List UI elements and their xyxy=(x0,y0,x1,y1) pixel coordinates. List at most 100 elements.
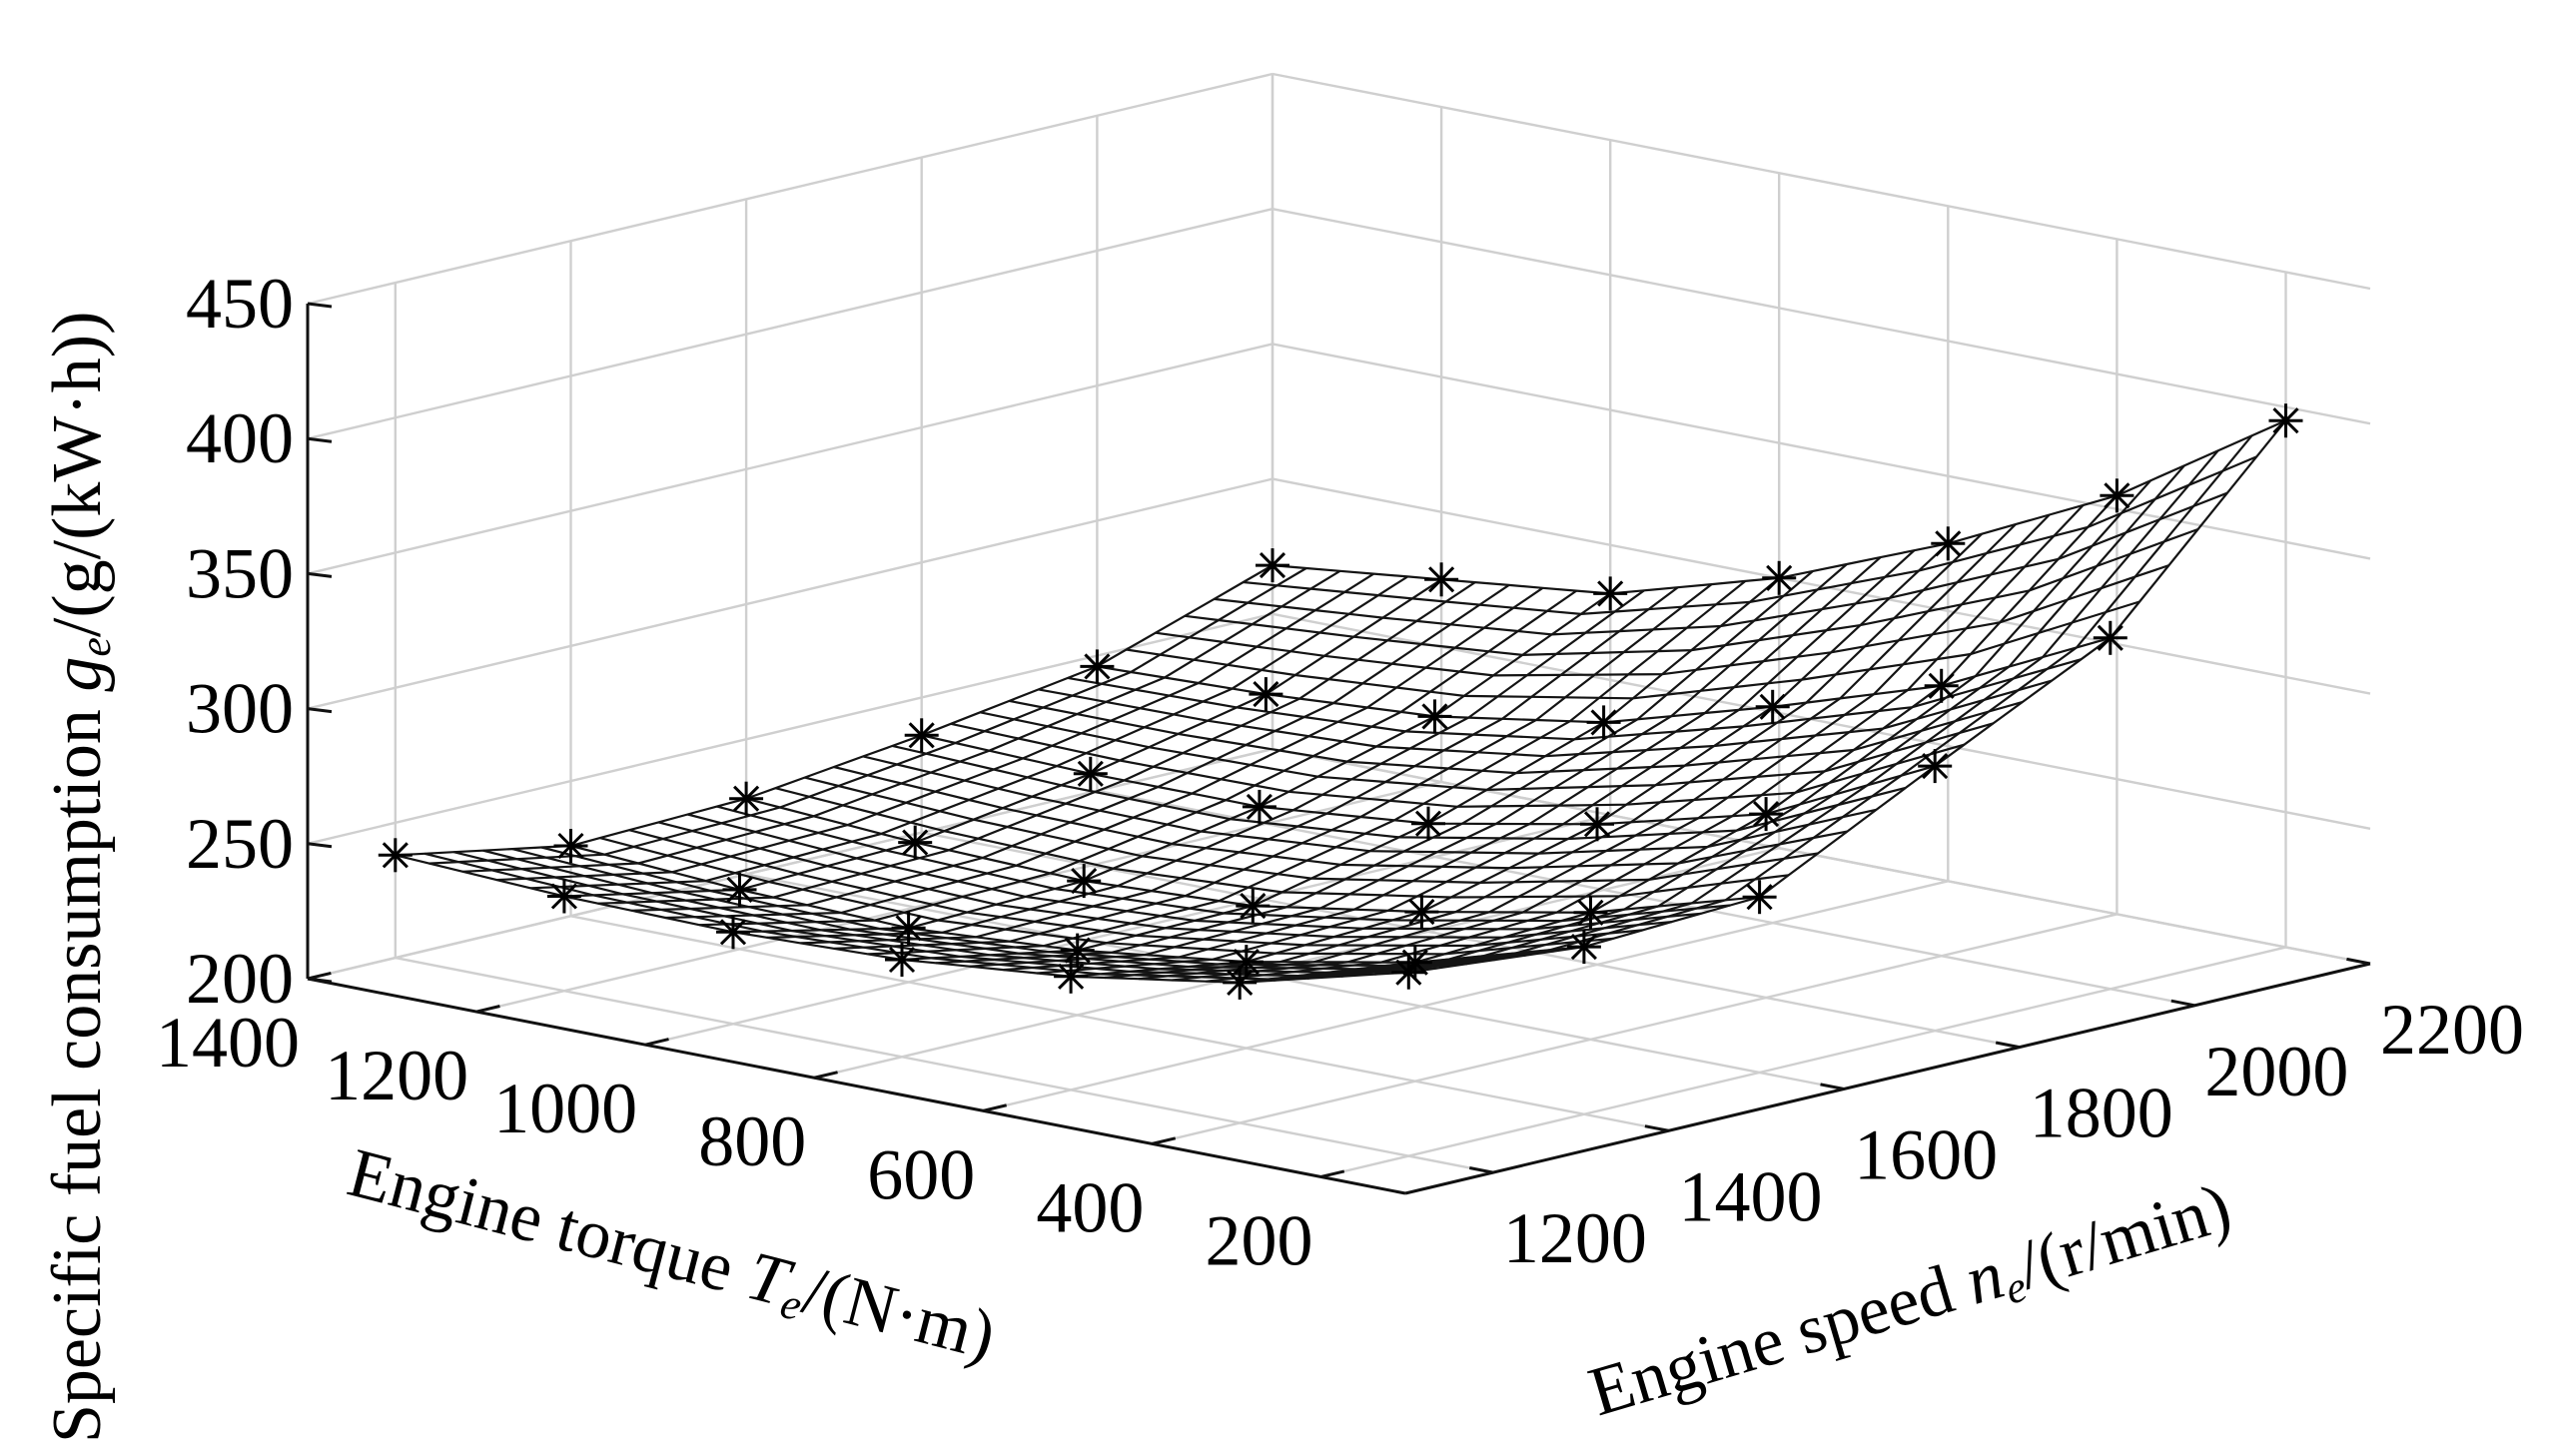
mesh-line-speed xyxy=(628,829,1643,948)
x-tick-mark xyxy=(475,1005,500,1014)
data-point-marker xyxy=(722,872,757,907)
mesh-line-torque xyxy=(1374,434,2253,976)
data-point-marker xyxy=(2093,620,2127,655)
y-axis-line xyxy=(1404,962,2371,1195)
mesh-line-speed xyxy=(1155,564,2169,677)
data-point-marker xyxy=(1223,965,1258,1000)
grid-line-floor xyxy=(570,915,1669,1132)
x-tick-mark xyxy=(813,1071,838,1080)
grid-line-floor xyxy=(1320,946,2286,1178)
grid-line-floor xyxy=(644,814,1611,1047)
mesh-line-speed xyxy=(950,722,1965,808)
data-point-marker xyxy=(1749,797,1784,832)
x-tick-mark xyxy=(1320,1169,1345,1178)
y-tick-mark xyxy=(1820,1083,1845,1091)
surface-mesh xyxy=(395,419,2287,985)
data-point-marker xyxy=(904,718,939,753)
mesh-line-speed xyxy=(482,849,1497,974)
x-tick-label: 600 xyxy=(867,1134,975,1214)
mesh-line-speed xyxy=(511,848,1526,971)
y-tick-label: 2200 xyxy=(2380,990,2524,1070)
z-tick-mark xyxy=(307,571,333,578)
data-point-marker xyxy=(1931,526,1966,561)
data-point-marker xyxy=(1073,756,1108,791)
mesh-line-speed xyxy=(599,837,1614,956)
data-point-marker xyxy=(1918,749,1953,784)
data-point-marker xyxy=(1080,649,1115,684)
data-point-marker xyxy=(1236,889,1271,924)
mesh-line-speed xyxy=(862,755,1877,855)
data-point-marker xyxy=(1404,895,1439,930)
mesh-line-speed xyxy=(980,711,1995,792)
y-tick-label: 1400 xyxy=(1678,1156,1822,1236)
data-point-marker xyxy=(378,838,413,873)
mesh-line-speed xyxy=(1185,527,2198,657)
mesh-line-speed xyxy=(892,744,1907,841)
data-point-marker xyxy=(729,781,764,816)
grid-lines xyxy=(307,72,2371,1178)
mesh-line-speed xyxy=(1038,679,2053,758)
mesh-line-speed xyxy=(716,805,1731,923)
mesh-line-speed xyxy=(804,776,1819,885)
grid-line-back-right xyxy=(307,747,1274,981)
data-point-marker xyxy=(1391,955,1426,990)
data-point-marker xyxy=(1256,548,1289,583)
data-point-marker xyxy=(2100,478,2134,513)
grid-line-floor xyxy=(395,956,1494,1174)
data-point-marker xyxy=(898,825,933,860)
data-point-marker xyxy=(553,829,588,863)
data-point-marker xyxy=(546,879,581,914)
data-point-marker xyxy=(1417,699,1452,734)
mesh-line-speed xyxy=(453,851,1467,978)
mesh-line-torque xyxy=(428,567,1307,865)
y-tick-mark xyxy=(1644,1124,1669,1132)
data-point-marker xyxy=(1580,807,1614,842)
z-tick-label: 350 xyxy=(186,533,294,613)
mesh-line-torque xyxy=(1037,549,1916,975)
grid-line-back-left xyxy=(1272,208,2371,425)
z-tick-mark xyxy=(307,436,333,443)
z-tick-label: 300 xyxy=(186,669,294,749)
y-tick-label: 2000 xyxy=(2204,1032,2348,1111)
tick-labels: 200 250 300 350 400 450 1400 1200 1000 800 600 400 2… xyxy=(156,264,2524,1280)
data-point-marker xyxy=(1762,560,1797,595)
data-point-marker xyxy=(1573,895,1608,930)
data-point-marker xyxy=(1755,689,1790,724)
z-tick-label: 400 xyxy=(186,398,294,478)
grid-line-floor xyxy=(921,831,2020,1049)
x-tick-mark xyxy=(982,1103,1008,1112)
x-tick-label: 1400 xyxy=(156,1003,300,1083)
x-tick-label: 200 xyxy=(1205,1200,1312,1280)
data-point-marker xyxy=(1054,959,1089,994)
mesh-line-speed xyxy=(1214,491,2228,636)
data-point-marker xyxy=(1397,945,1432,980)
grid-line-back-right xyxy=(307,72,1274,306)
data-point-marker xyxy=(1229,945,1264,980)
mesh-line-speed xyxy=(424,852,1438,981)
mesh-line-torque xyxy=(395,564,1274,857)
y-tick-mark xyxy=(1995,1041,2021,1050)
y-tick-mark xyxy=(2170,999,2195,1008)
x-tick-label: 1000 xyxy=(493,1069,637,1148)
data-point-marker xyxy=(1586,705,1621,740)
data-point-marker xyxy=(1242,789,1276,824)
y-tick-mark xyxy=(1468,1166,1494,1174)
x-tick-label: 800 xyxy=(698,1101,806,1181)
mesh-line-speed xyxy=(775,787,1789,899)
z-tick-label: 450 xyxy=(186,264,294,344)
y-tick-mark xyxy=(2346,957,2371,966)
x-tick-mark xyxy=(307,971,332,981)
x-tick-mark xyxy=(644,1038,669,1047)
z-tick-mark xyxy=(307,707,333,714)
z-tick-label: 250 xyxy=(186,804,294,884)
grid-line-back-left xyxy=(1272,72,2371,291)
data-point-marker xyxy=(1593,576,1628,611)
data-point-marker xyxy=(1742,880,1777,915)
grid-line-back-right xyxy=(307,208,1274,440)
grid-line-floor xyxy=(983,880,1949,1112)
data-point-marker xyxy=(891,911,926,946)
grid-line-floor xyxy=(1152,913,2118,1145)
mesh-line-speed xyxy=(687,813,1702,931)
data-point-marker xyxy=(1411,806,1445,841)
